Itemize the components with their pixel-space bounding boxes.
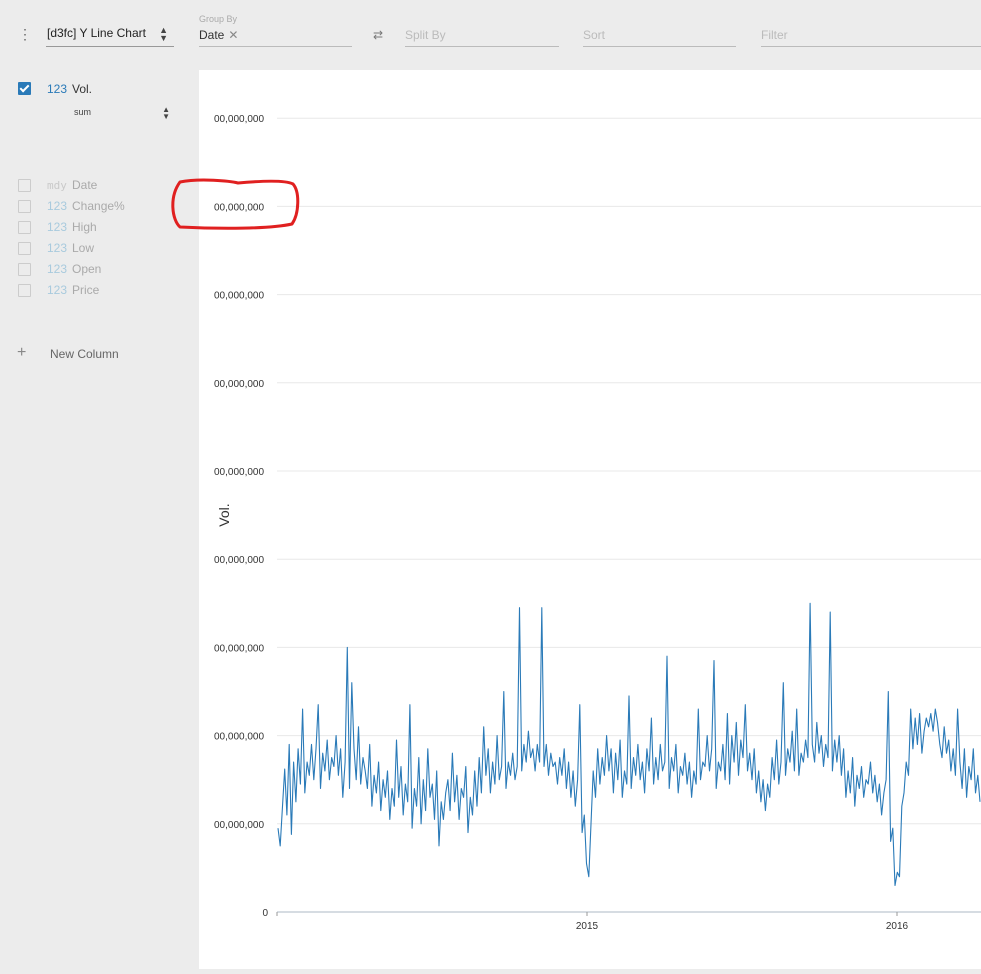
- y-tick-label: 00,000,000: [214, 555, 264, 566]
- column-type-label: 123: [47, 283, 68, 297]
- inactive-column-price[interactable]: 123 Price: [0, 281, 199, 299]
- column-type-label: 123: [47, 262, 68, 276]
- inactive-column-change[interactable]: 123 Change%: [0, 197, 199, 215]
- y-axis-label: Vol.: [216, 503, 232, 526]
- filter-field[interactable]: Filter: [761, 10, 981, 47]
- y-tick-label: 00,000,000: [214, 820, 264, 831]
- select-arrows-icon: ▲ ▼: [159, 25, 168, 43]
- plugin-selector[interactable]: [d3fc] Y Line Chart ▲ ▼: [46, 24, 174, 47]
- group-by-field[interactable]: Group By Date ✕: [199, 10, 352, 47]
- column-type-label: 123: [47, 82, 68, 96]
- column-name-change: Change%: [72, 199, 125, 213]
- inactive-column-low[interactable]: 123 Low: [0, 239, 199, 257]
- y-tick-label: 00,000,000: [214, 732, 264, 743]
- column-name-low: Low: [72, 241, 95, 255]
- annotation-circle: [171, 178, 300, 230]
- group-by-pill[interactable]: Date ✕: [199, 28, 238, 42]
- column-name-open: Open: [72, 262, 102, 276]
- column-name-price: Price: [72, 283, 100, 297]
- inactive-column-high[interactable]: 123 High: [0, 218, 199, 236]
- sort-field[interactable]: Sort: [583, 10, 736, 47]
- aggregate-selector[interactable]: sum ▲ ▼: [74, 105, 172, 121]
- column-checkbox-price[interactable]: [18, 284, 31, 297]
- swap-arrows-icon[interactable]: ⇄: [373, 28, 384, 42]
- column-type-label: mdy: [47, 179, 67, 192]
- column-sidebar: 123 Vol. sum ▲ ▼ mdy Date 123 Change% 123…: [0, 70, 199, 969]
- column-checkbox-low[interactable]: [18, 242, 31, 255]
- group-by-caption: Group By: [199, 14, 238, 24]
- column-name-date: Date: [72, 178, 98, 192]
- aggregate-value: sum: [74, 107, 92, 117]
- group-by-value: Date: [199, 28, 225, 42]
- series-line: [277, 602, 981, 887]
- column-name-vol: Vol.: [72, 82, 93, 96]
- plus-icon: +: [17, 344, 27, 361]
- column-type-label: 123: [47, 199, 68, 213]
- active-column-vol[interactable]: 123 Vol.: [0, 80, 199, 98]
- y-tick-label: 00,000,000: [214, 643, 264, 654]
- x-tick-label: 2015: [576, 921, 599, 932]
- new-column-label: New Column: [50, 347, 119, 361]
- x-tick-label: 2016: [886, 921, 909, 932]
- column-checkbox-date[interactable]: [18, 179, 31, 192]
- column-checkbox-change[interactable]: [18, 200, 31, 213]
- y-tick-label: 00,000,000: [214, 379, 264, 390]
- column-type-label: 123: [47, 241, 68, 255]
- split-by-placeholder: Split By: [405, 28, 446, 42]
- select-arrows-icon: ▲ ▼: [162, 105, 170, 121]
- inactive-column-date[interactable]: mdy Date: [0, 176, 199, 194]
- filter-placeholder: Filter: [761, 28, 788, 42]
- line-chart[interactable]: 0 00,000,000 00,000,000 00,000,000 00,000,00…: [199, 70, 981, 969]
- column-checkbox-high[interactable]: [18, 221, 31, 234]
- plugin-selector-label: [d3fc] Y Line Chart: [47, 26, 146, 40]
- toolbar: ⋮ [d3fc] Y Line Chart ▲ ▼ Group By Date ✕ …: [0, 0, 981, 70]
- column-checkbox-open[interactable]: [18, 263, 31, 276]
- y-tick-label: 00,000,000: [214, 467, 264, 478]
- column-name-high: High: [72, 220, 97, 234]
- vertical-ellipsis-icon[interactable]: ⋮: [18, 26, 32, 42]
- split-by-field[interactable]: Split By: [405, 10, 559, 47]
- sort-placeholder: Sort: [583, 28, 606, 42]
- column-type-label: 123: [47, 220, 68, 234]
- column-checkbox-vol[interactable]: [18, 82, 31, 95]
- remove-group-by-icon[interactable]: ✕: [228, 28, 239, 42]
- inactive-column-open[interactable]: 123 Open: [0, 260, 199, 278]
- y-tick-label: 00,000,000: [214, 202, 264, 213]
- y-tick-label: 0: [262, 908, 268, 919]
- y-tick-label: 00,000,000: [214, 291, 264, 302]
- chart-area: 0 00,000,000 00,000,000 00,000,000 00,000,00…: [199, 70, 981, 969]
- y-tick-label: 00,000,000: [214, 114, 264, 125]
